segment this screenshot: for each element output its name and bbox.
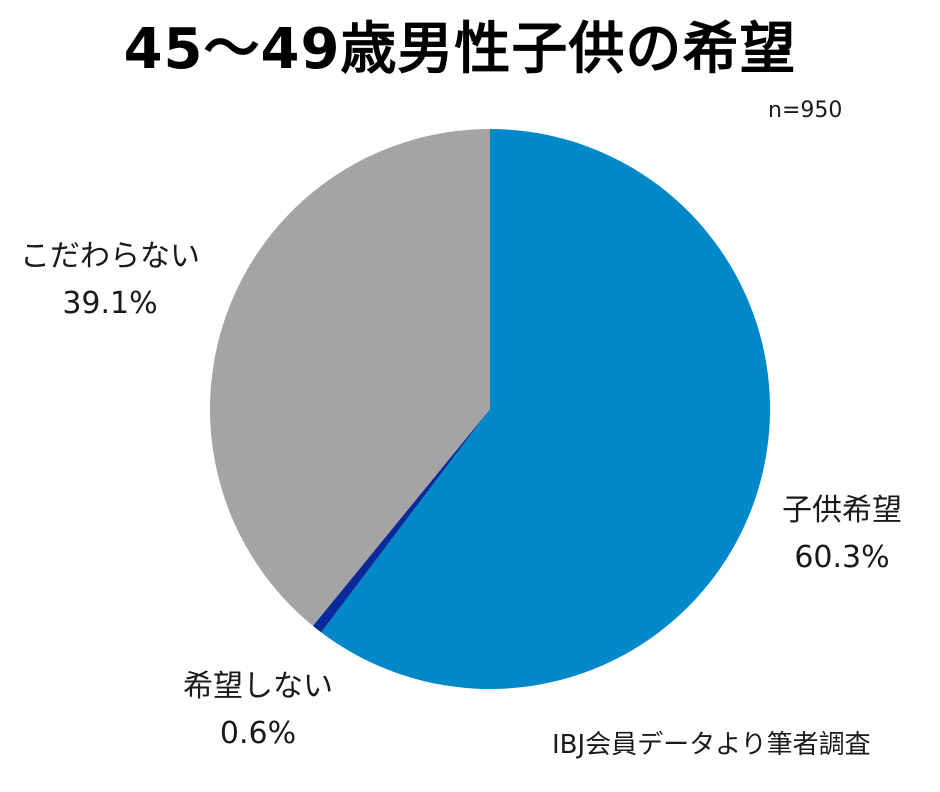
slice-label-want-children-value: 60.3% [794, 539, 890, 575]
slice-label-no-preference-value: 39.1% [62, 285, 158, 321]
slice-label-want-children-name: 子供希望 [782, 493, 902, 528]
sample-size-label: n=950 [768, 98, 843, 123]
pie-slice-want-children [321, 129, 771, 689]
pie-slice-do-not-want [312, 409, 490, 633]
slice-label-do-not-want-name: 希望しない [183, 669, 333, 704]
slice-label-no-preference: こだわらない 39.1% [0, 234, 220, 327]
pie-slice-no-preference [210, 129, 491, 626]
slice-label-do-not-want: 希望しない 0.6% [158, 664, 358, 757]
slice-label-no-preference-name: こだわらない [20, 239, 200, 274]
chart-title: 45～49歳男性子供の希望 [123, 17, 797, 82]
slice-label-want-children: 子供希望 60.3% [752, 488, 932, 581]
source-note: IBJ会員データより筆者調査 [552, 730, 871, 760]
slice-label-do-not-want-value: 0.6% [219, 715, 297, 751]
